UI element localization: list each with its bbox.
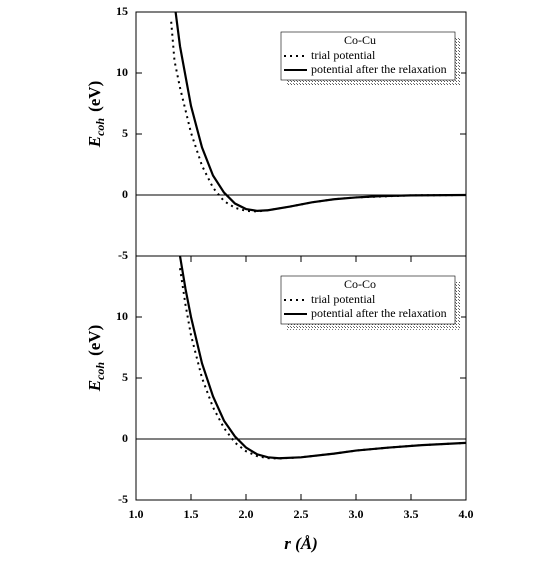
y-tick-label: 0: [122, 431, 128, 445]
x-tick-label: 1.0: [129, 507, 144, 521]
legend-label: potential after the relaxation: [311, 62, 447, 76]
legend-box: [280, 31, 456, 81]
legend-title: Co-Co: [344, 277, 376, 291]
series-line: [179, 268, 466, 460]
x-tick-label: 3.0: [349, 507, 364, 521]
series-line: [178, 256, 466, 460]
legend-label: trial potential: [311, 292, 376, 306]
y-tick-label: 5: [122, 126, 128, 140]
y-axis-label: Ecoh (eV): [85, 81, 107, 149]
y-label-unit: (eV): [85, 81, 104, 112]
y-tick-label: 15: [116, 4, 128, 18]
y-tick-label: -5: [118, 492, 128, 506]
x-tick-label: 1.5: [184, 507, 199, 521]
y-label-main: E: [85, 380, 104, 392]
x-tick-label: 2.0: [239, 507, 254, 521]
x-tick-label: 4.0: [459, 507, 474, 521]
series-line: [170, 21, 466, 213]
y-label-main: E: [85, 136, 104, 148]
y-tick-label: 0: [122, 187, 128, 201]
y-label-sub: coh: [93, 362, 107, 380]
y-tick-label: -5: [118, 248, 128, 262]
y-tick-label: 5: [122, 370, 128, 384]
y-label-unit: (eV): [85, 325, 104, 356]
x-tick-label: 2.5: [294, 507, 309, 521]
legend-label: trial potential: [311, 48, 376, 62]
y-label-sub: coh: [93, 118, 107, 136]
x-axis-label: r (Å): [284, 534, 318, 553]
y-tick-label: 10: [116, 309, 128, 323]
legend-label: potential after the relaxation: [311, 306, 447, 320]
y-tick-label: 10: [116, 65, 128, 79]
x-tick-label: 3.5: [404, 507, 419, 521]
legend-box: [280, 275, 456, 325]
y-axis-label: Ecoh (eV): [85, 325, 107, 393]
series-line: [174, 12, 466, 212]
legend-title: Co-Cu: [344, 33, 376, 47]
